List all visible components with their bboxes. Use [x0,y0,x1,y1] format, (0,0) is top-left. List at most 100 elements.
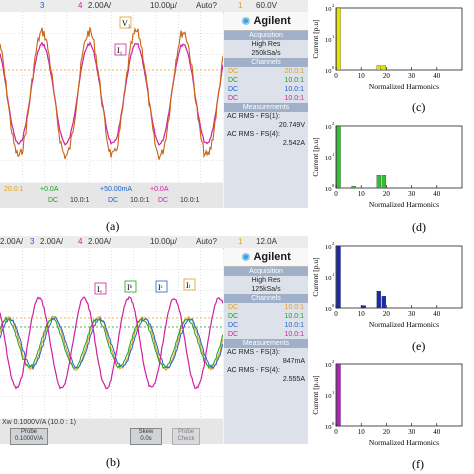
marker-ia-box [94,282,107,295]
harmonic-bar [361,305,366,309]
plot-frame [335,363,463,427]
channel-ratio: 10.0:1 [284,304,304,311]
timebase: 10.00µ/ [150,237,177,246]
marker-ia: Iₐ [97,285,103,294]
marker-i1: I₁ [117,46,123,55]
channel-ratio: 10.0:1 [284,313,304,320]
acquisition-header: Acquisition [224,31,308,40]
y-tick-exponent: 0 [332,65,335,70]
channel-ratio: 10.0:1 [284,331,304,338]
trigger-channel: 1 [238,237,243,246]
measurement-label: AC RMS - FS(4): [227,367,280,374]
agilent-logo: ✺ Agilent [224,12,308,31]
ch1-ratio: 20.0:1 [4,186,24,193]
ch4-scale: 2.00A/ [88,237,112,246]
x-tick-label: 20 [383,428,391,436]
probe-line: Xw 0.1000V/A (10.0 : 1) [2,419,76,426]
channel-ratio: 10.0:1 [284,322,304,329]
harmonic-bar [376,174,381,189]
scope-a-waveforms: V₁ I₁ [0,12,223,182]
channel-coupling: DC [108,197,119,204]
scope-a-bottombar: 20.0:1 +0.0A 10.0:1 DC +50.00mA 10.0:1 DC +0.0… [0,183,223,208]
y-tick-exponent: 1 [332,152,334,157]
y-axis-label: Current [p.u] [311,375,320,414]
probe-button-title: Probe [20,429,37,435]
ch3-label: 3 [40,1,45,10]
channel-row: DC 10.0:1 [224,312,308,321]
acquisition-rate: 125kSa/s [251,286,281,293]
probe-check-button[interactable]: Probe Check [172,428,200,445]
ch4-label: 4 [78,1,83,10]
channel-ratio: 10.0:1 [70,197,90,204]
marker-ic-box [155,280,168,293]
channel-coupling: DC [228,331,239,338]
x-tick-label: 20 [383,310,391,318]
voltage-trace [0,26,223,160]
channel-coupling: DC [228,68,239,75]
y-tick-label: 10 [325,37,332,44]
ch4-scale: 2.00A/ [88,1,112,10]
caption-d: (d) [412,220,426,234]
current-trace [0,41,223,146]
channel-offset: +0.0A [40,186,59,193]
y-tick-label: 10 [325,155,332,162]
y-tick-exponent: 1 [332,34,334,39]
channel-coupling: DC [228,95,239,102]
x-tick-label: 10 [358,310,366,318]
x-tick-label: 0 [334,72,338,80]
marker-i1-box [114,43,127,56]
x-tick-label: 40 [433,190,441,198]
measurement-value: 20.749V [278,122,305,129]
channel-ratio: 10.0:1 [284,95,304,102]
x-axis-label: Normalized Harmonics [369,438,439,447]
channel-row: DC 20.0:1 [224,67,308,76]
y-tick-label: 10 [325,393,332,400]
trigger-mode: Auto? [196,237,217,246]
channel-coupling: DC [48,197,59,204]
skew-button-title: Skew [138,429,154,435]
x-tick-label: 10 [358,190,366,198]
measurements-list: AC RMS - FS(1): 20.749V AC RMS - FS(4): 2.5… [224,112,308,148]
harmonic-bar [336,7,341,71]
measurement-value: 847mA [282,358,305,365]
channel-ratio: 10.0:1 [284,77,304,84]
agilent-spark-icon: ✺ [241,251,251,264]
x-tick-label: 10 [358,72,366,80]
scope-b-screen: Iₐ Iᵇ Iᶜ Iₗ [0,248,223,418]
marker-ib-box [124,280,137,293]
channels-list: DC 20.0:1 DC 10.0:1 DC 10.0:1 DC 10.0:1 [224,67,308,103]
harmonic-bar [336,125,341,189]
measurement-label: AC RMS - FS(3): [227,349,280,356]
y-tick-exponent: 0 [332,421,335,426]
harmonic-bar [336,245,341,309]
channel-coupling: DC [158,197,169,204]
x-tick-label: 40 [433,428,441,436]
measurements-header: Measurements [224,339,308,348]
x-tick-label: 20 [383,72,391,80]
phase-a-trace [0,315,223,371]
load-current-trace [0,296,223,390]
x-tick-label: 40 [433,72,441,80]
scope-a-screen: V₁ I₁ [0,12,223,182]
channel-coupling: DC [228,77,239,84]
acquisition-header: Acquisition [224,267,308,276]
x-axis-label: Normalized Harmonics [369,82,439,91]
skew-button[interactable]: Skew 0.0s [130,428,162,445]
trigger-channel: 1 [238,1,243,10]
y-tick-exponent: 0 [332,183,335,188]
x-tick-label: 0 [334,310,338,318]
x-axis-label: Normalized Harmonics [369,200,439,209]
probe-button[interactable]: Probe 0.1000V/A [10,428,48,445]
channel-coupling: DC [228,313,239,320]
marker-v1-box [119,16,132,29]
scope-b-bottombar: Xw 0.1000V/A (10.0 : 1) Probe 0.1000V/A … [0,419,223,445]
probe-check-title: Probe [177,429,194,435]
channels-header: Channels [224,58,308,67]
trigger-mode: Auto? [196,1,217,10]
x-tick-label: 30 [408,72,416,80]
caption-e: (e) [412,339,426,353]
channel-row: DC 10.0:1 [224,330,308,339]
